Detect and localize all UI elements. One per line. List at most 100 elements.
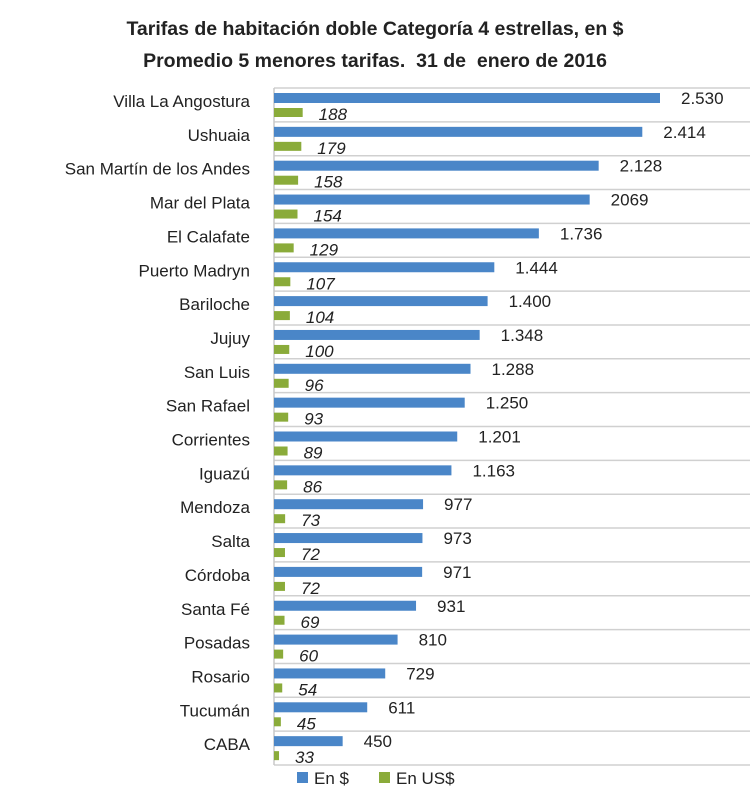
data-label-pesos: 1.400 (509, 292, 552, 311)
bar-en-usd (274, 514, 286, 524)
category-label: San Rafael (166, 397, 250, 416)
category-label: Córdoba (185, 566, 251, 585)
bar-en-pesos (274, 533, 423, 544)
bar-en-pesos (274, 126, 643, 137)
category-label: Rosario (191, 667, 250, 686)
bar-en-pesos (274, 566, 423, 577)
bar-en-pesos (274, 397, 465, 408)
bar-en-pesos (274, 634, 398, 645)
data-label-usd: 72 (301, 545, 320, 564)
category-label: El Calafate (167, 227, 250, 246)
category-label: Mendoza (180, 498, 250, 517)
category-label: Jujuy (210, 329, 250, 348)
data-label-pesos: 971 (443, 563, 471, 582)
bar-en-pesos (274, 702, 368, 713)
legend-swatch-pesos (297, 772, 308, 783)
data-label-usd: 54 (298, 680, 317, 699)
data-label-pesos: 2.128 (620, 157, 663, 176)
data-label-pesos: 2.414 (663, 123, 706, 142)
category-label: Mar del Plata (150, 194, 251, 213)
data-label-pesos: 931 (437, 597, 465, 616)
bar-en-pesos (274, 600, 417, 611)
bar-en-usd (274, 378, 289, 388)
data-label-usd: 89 (304, 444, 323, 463)
bar-en-pesos (274, 296, 488, 307)
data-label-usd: 33 (295, 748, 314, 767)
bar-en-usd (274, 175, 299, 185)
data-label-usd: 107 (306, 274, 335, 293)
bar-en-pesos (274, 431, 458, 442)
category-label: Bariloche (179, 295, 250, 314)
data-label-pesos: 2069 (611, 191, 649, 210)
bar-en-usd (274, 683, 283, 693)
data-label-usd: 93 (304, 410, 323, 429)
bar-en-usd (274, 311, 290, 321)
bar-en-pesos (274, 329, 480, 340)
bar-en-usd (274, 243, 294, 253)
bar-en-usd (274, 581, 285, 591)
bar-en-usd (274, 209, 298, 219)
bar-en-usd (274, 446, 288, 456)
data-label-pesos: 1.163 (472, 461, 515, 480)
bar-en-usd (274, 277, 291, 287)
data-label-pesos: 2.530 (681, 89, 724, 108)
data-label-pesos: 1.444 (515, 258, 558, 277)
category-label: Villa La Angostura (113, 92, 250, 111)
bar-en-pesos (274, 499, 424, 510)
legend-swatch-usd (379, 772, 390, 783)
bar-en-usd (274, 108, 303, 117)
category-label: CABA (204, 735, 251, 754)
legend-label-usd: En US$ (396, 769, 455, 788)
bar-en-pesos (274, 93, 660, 103)
data-label-pesos: 1.250 (486, 394, 529, 413)
category-label: Posadas (184, 634, 250, 653)
category-label: Salta (211, 532, 250, 551)
data-label-usd: 86 (303, 477, 322, 496)
data-label-usd: 129 (310, 240, 339, 259)
bar-en-usd (274, 548, 285, 558)
category-label: San Luis (184, 363, 250, 382)
bar-en-pesos (274, 262, 495, 273)
bar-en-pesos (274, 668, 386, 679)
bar-en-pesos (274, 228, 539, 239)
data-label-usd: 60 (299, 647, 318, 666)
data-label-usd: 45 (297, 714, 316, 733)
data-label-pesos: 810 (419, 631, 447, 650)
bar-en-usd (274, 344, 290, 354)
chart-subtitle: Promedio 5 menores tarifas. 31 de enero … (143, 50, 607, 72)
data-label-pesos: 977 (444, 495, 472, 514)
data-label-pesos: 729 (406, 664, 434, 683)
category-label: San Martín de los Andes (65, 160, 250, 179)
data-label-pesos: 1.288 (492, 360, 535, 379)
data-label-pesos: 450 (364, 732, 392, 751)
data-label-usd: 73 (301, 511, 320, 530)
data-label-usd: 104 (306, 308, 334, 327)
bar-en-usd (274, 717, 281, 727)
bar-en-usd (274, 480, 288, 490)
chart-title: Tarifas de habitación doble Categoría 4 … (126, 18, 624, 40)
bar-en-pesos (274, 194, 590, 205)
data-label-usd: 72 (301, 579, 320, 598)
bar-en-pesos (274, 736, 343, 747)
category-label: Ushuaia (188, 126, 251, 145)
data-label-usd: 188 (319, 105, 348, 124)
category-label: Puerto Madryn (139, 261, 251, 280)
bar-en-usd (274, 751, 280, 761)
category-label: Corrientes (172, 431, 250, 450)
bar-en-pesos (274, 363, 471, 374)
data-label-pesos: 1.736 (560, 224, 603, 243)
data-label-usd: 100 (305, 342, 334, 361)
bar-en-usd (274, 141, 302, 151)
bar-en-usd (274, 412, 289, 422)
category-label: Santa Fé (181, 600, 250, 619)
data-label-usd: 179 (317, 139, 346, 158)
data-label-usd: 96 (305, 376, 324, 395)
bar-en-pesos (274, 465, 452, 476)
data-label-usd: 69 (301, 613, 320, 632)
data-label-pesos: 1.201 (478, 428, 521, 447)
data-label-usd: 154 (313, 207, 341, 226)
data-label-pesos: 973 (443, 529, 471, 548)
data-label-pesos: 611 (388, 698, 415, 717)
bar-en-usd (274, 615, 285, 625)
